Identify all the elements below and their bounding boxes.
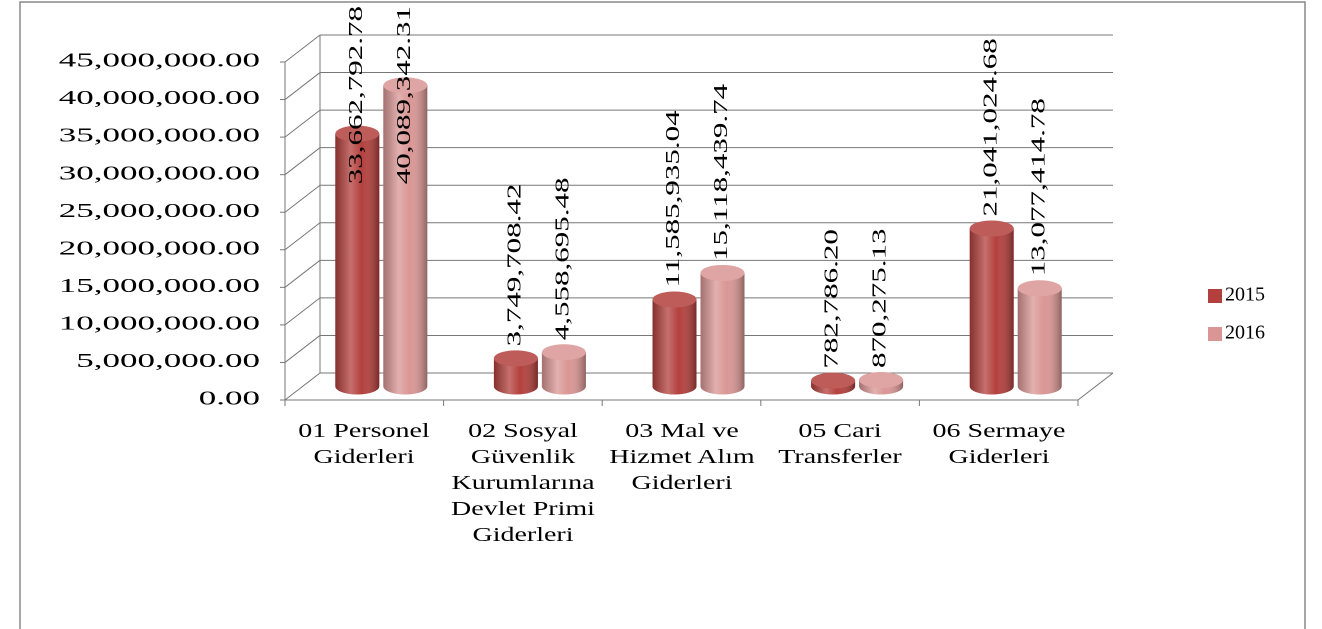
cylinder-shade bbox=[969, 228, 1014, 395]
y-tick-label: 35,000,000.00 bbox=[59, 125, 260, 147]
value-label: 13,077,414.78 bbox=[1027, 98, 1049, 276]
grid-line-side bbox=[284, 72, 321, 100]
cylinder bbox=[859, 371, 904, 395]
floor-right bbox=[1077, 372, 1114, 401]
cylinder-shade bbox=[541, 352, 586, 395]
cylinder bbox=[383, 77, 428, 395]
chart-frame bbox=[19, 1, 1306, 629]
cylinder-top-shade bbox=[859, 371, 904, 388]
x-tick-label: 05 Cari Transferler bbox=[778, 420, 902, 468]
cylinder-top bbox=[811, 372, 856, 389]
y-tick-label: 25,000,000.00 bbox=[59, 200, 260, 222]
cylinder bbox=[969, 220, 1014, 395]
value-label: 40,089,342.31 bbox=[392, 6, 414, 184]
grid-line-side bbox=[284, 335, 321, 363]
cylinder-top-shade bbox=[1017, 280, 1062, 297]
cylinder-shade bbox=[335, 133, 380, 395]
y-tick-label: 20,000,000.00 bbox=[59, 238, 260, 260]
grid-line-side bbox=[284, 147, 321, 176]
cylinder-top-shade bbox=[811, 372, 856, 389]
y-tick-label: 10,000,000.00 bbox=[59, 313, 260, 335]
grid-line-side bbox=[284, 109, 321, 138]
legend-swatch bbox=[1208, 289, 1222, 303]
value-label: 3,749,708.42 bbox=[503, 184, 525, 347]
cylinder-top bbox=[859, 371, 904, 388]
cylinder bbox=[652, 291, 697, 395]
cylinder bbox=[541, 344, 586, 395]
cylinder-top bbox=[969, 220, 1014, 237]
x-tick-label: 01 Personel Giderleri bbox=[298, 420, 431, 468]
cylinder-top bbox=[383, 77, 428, 94]
y-tick-label: 5,000,000.00 bbox=[76, 350, 260, 372]
grid-line-side bbox=[284, 259, 321, 288]
y-tick-label: 45,000,000.00 bbox=[59, 50, 260, 72]
y-tick-label: 30,000,000.00 bbox=[59, 162, 260, 184]
cylinder-top bbox=[493, 350, 538, 367]
cylinder bbox=[335, 125, 380, 395]
cylinder-top-shade bbox=[541, 344, 586, 361]
legend-label: 2016 bbox=[1225, 322, 1265, 344]
value-label: 11,585,935.04 bbox=[661, 110, 683, 287]
cylinder-top bbox=[335, 125, 380, 142]
grid-line-side bbox=[284, 372, 321, 401]
value-label: 33,662,792.78 bbox=[344, 6, 366, 184]
cylinder-top-shade bbox=[335, 125, 380, 142]
cylinder-top-shade bbox=[969, 220, 1014, 237]
y-tick-label: 0.00 bbox=[199, 388, 260, 410]
legend-swatch bbox=[1208, 327, 1222, 341]
cylinder bbox=[1017, 280, 1062, 395]
grid-line-side bbox=[284, 184, 321, 213]
value-label: 21,041,024.68 bbox=[979, 38, 1001, 216]
x-tick-label: 03 Mal ve Hizmet Alım Giderleri bbox=[608, 420, 755, 494]
value-label: 782,786.20 bbox=[820, 229, 842, 368]
grid-line-side bbox=[284, 222, 321, 251]
x-tick-label: 02 Sosyal Güvenlik Kurumlarına Devlet Pr… bbox=[450, 420, 595, 546]
value-label: 4,558,695.48 bbox=[551, 178, 573, 341]
cylinder-shade bbox=[700, 272, 745, 395]
cylinder bbox=[811, 372, 856, 395]
cylinder-top-shade bbox=[700, 264, 745, 281]
y-tick-label: 40,000,000.00 bbox=[59, 87, 260, 109]
grid-line-side bbox=[284, 297, 321, 326]
grid-line-side bbox=[284, 34, 321, 63]
cylinder-top bbox=[652, 291, 697, 308]
cylinder-top bbox=[1017, 280, 1062, 297]
cylinder-top-shade bbox=[383, 77, 428, 94]
cylinder-top bbox=[700, 264, 745, 281]
cylinder-shade bbox=[383, 85, 428, 395]
value-label: 870,275.13 bbox=[868, 228, 890, 367]
cylinder bbox=[493, 350, 538, 395]
cylinder-top-shade bbox=[493, 350, 538, 367]
cylinder bbox=[700, 264, 745, 395]
y-tick-label: 15,000,000.00 bbox=[59, 275, 260, 297]
cylinder-top bbox=[541, 344, 586, 361]
cylinder-top-shade bbox=[652, 291, 697, 308]
cylinder-shade bbox=[652, 299, 697, 395]
cylinder-shade bbox=[1017, 288, 1062, 395]
x-tick-label: 06 Sermaye Giderleri bbox=[932, 420, 1066, 468]
value-label: 15,118,439.74 bbox=[709, 84, 731, 261]
legend-label: 2015 bbox=[1225, 284, 1265, 306]
cylinder-shade bbox=[493, 358, 538, 395]
